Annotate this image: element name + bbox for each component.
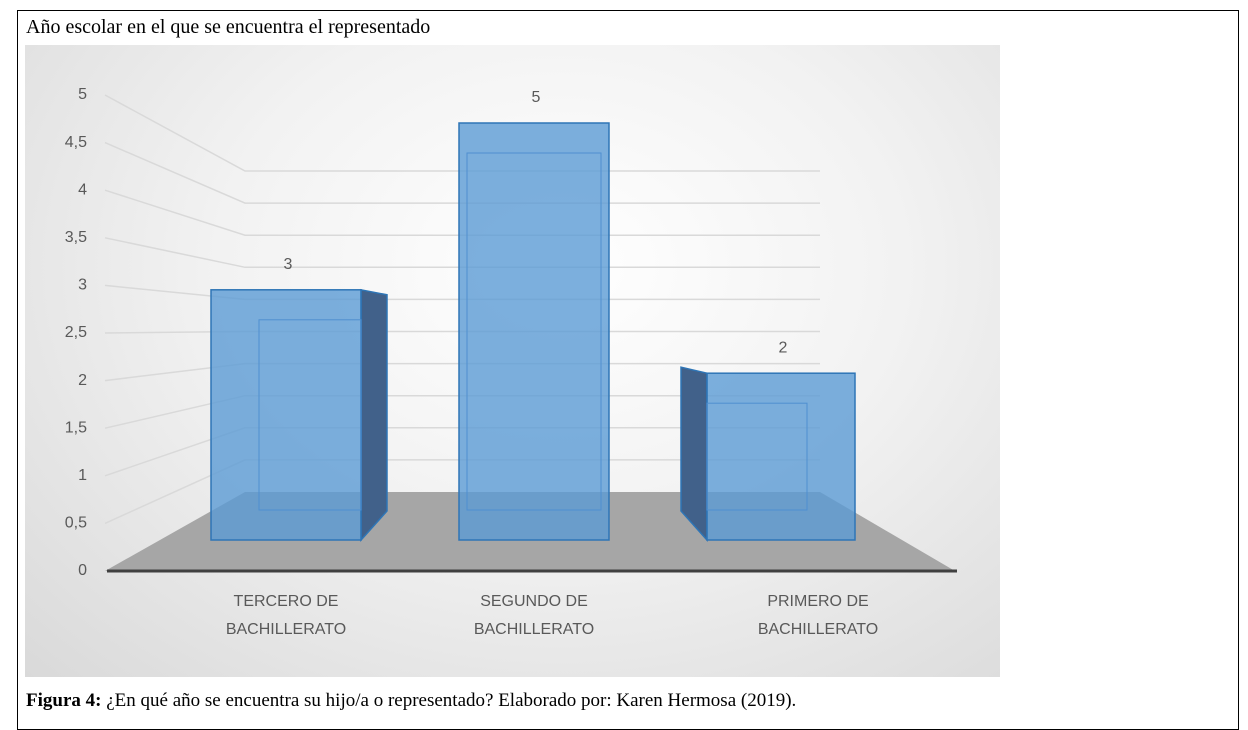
- chart: 0 0,5 1 1,5 2 2,5 3 3,5 4 4,5 5 3 5 2: [65, 86, 957, 579]
- bar: [210, 289, 362, 541]
- grid-line: [104, 141, 820, 204]
- bar-side: [680, 366, 708, 542]
- y-tick-label: 2: [78, 372, 87, 389]
- x-tick-label: SEGUNDO DE BACHILLERATO: [473, 593, 595, 638]
- caption-text: ¿En qué año se encuentra su hijo/a o rep…: [106, 690, 797, 711]
- value-label: 2: [779, 339, 788, 356]
- x-tick-label: PRIMERO DE BACHILLERATO: [757, 593, 879, 638]
- y-tick-label: 4,5: [65, 134, 87, 151]
- y-tick-label: 5: [78, 86, 87, 103]
- chart-title: Año escolar en el que se encuentra el re…: [26, 16, 431, 38]
- y-tick-label: 0: [78, 562, 87, 579]
- y-tick-label: 4: [78, 181, 87, 198]
- bar-inner: [466, 152, 602, 511]
- page: Año escolar en el que se encuentra el re…: [17, 10, 1239, 730]
- y-tick-label: 0,5: [65, 515, 87, 532]
- grid-line: [104, 94, 820, 172]
- y-tick-label: 1,5: [65, 419, 87, 436]
- bar: [706, 372, 856, 541]
- value-label: 3: [284, 256, 293, 273]
- bar-side: [360, 288, 388, 542]
- bar-inner: [258, 319, 362, 511]
- caption: Figura 4: ¿En qué año se encuentra su hi…: [26, 690, 796, 712]
- y-tick-label: 2,5: [65, 324, 87, 341]
- caption-label: Figura 4:: [26, 690, 102, 711]
- bar: [458, 122, 610, 541]
- value-label: 5: [532, 89, 541, 106]
- bar-inner: [706, 402, 808, 511]
- x-tick-label: TERCERO DE BACHILLERATO: [225, 593, 347, 638]
- y-tick-label: 1: [78, 467, 87, 484]
- grid-line: [104, 189, 820, 236]
- y-tick-label: 3,5: [65, 229, 87, 246]
- y-tick-label: 3: [78, 277, 87, 294]
- grid-line: [104, 237, 820, 269]
